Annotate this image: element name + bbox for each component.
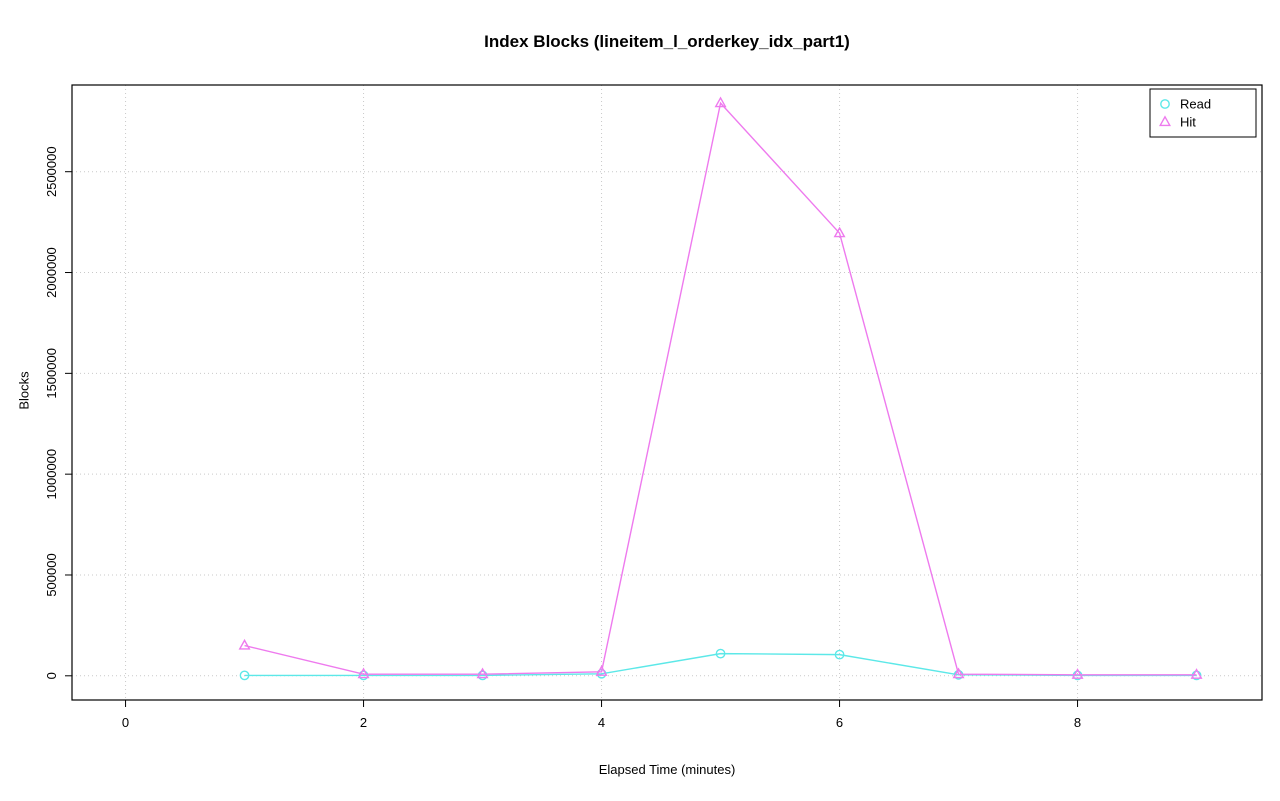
- legend: Read Hit: [1149, 88, 1257, 138]
- plot-box: [71, 84, 1263, 701]
- x-tick-label: 4: [598, 715, 605, 730]
- data-point: [595, 665, 608, 676]
- x-axis-label: Elapsed Time (minutes): [598, 762, 736, 777]
- data-point: [834, 649, 845, 660]
- legend-label: Read: [1180, 97, 1211, 112]
- data-point: [1071, 668, 1084, 679]
- x-tick-label: 0: [122, 715, 129, 730]
- legend-label: Hit: [1180, 115, 1196, 130]
- y-tick-label: 2000000: [44, 247, 59, 298]
- y-axis-ticks: 0 500000 1000000 1500000 2000000 2500000: [44, 146, 72, 679]
- gridlines: [72, 85, 1262, 700]
- data-point: [1190, 668, 1203, 679]
- data-point: [357, 667, 370, 679]
- y-tick-label: 2500000: [44, 146, 59, 197]
- y-tick-label: 0: [44, 672, 59, 679]
- series-hit: [238, 96, 1203, 679]
- data-point: [1160, 99, 1170, 109]
- x-axis-ticks: 0 2 4 6 8: [122, 700, 1081, 730]
- x-tick-label: 6: [836, 715, 843, 730]
- x-tick-label: 2: [360, 715, 367, 730]
- y-tick-label: 500000: [44, 553, 59, 596]
- data-point: [952, 667, 965, 679]
- chart-title: Index Blocks (lineitem_l_orderkey_idx_pa…: [484, 32, 850, 51]
- data-point: [833, 226, 846, 238]
- x-tick-label: 8: [1074, 715, 1081, 730]
- y-tick-label: 1000000: [44, 449, 59, 500]
- data-point: [715, 648, 726, 659]
- data-point: [714, 96, 727, 108]
- data-point: [239, 670, 250, 681]
- data-point: [476, 667, 489, 679]
- series-line: [244, 101, 1197, 676]
- data-point: [1159, 115, 1171, 127]
- legend-box: [1149, 88, 1257, 138]
- y-tick-label: 1500000: [44, 348, 59, 399]
- series-line: [244, 652, 1197, 677]
- y-axis-label: Blocks: [16, 371, 32, 410]
- data-point: [238, 638, 251, 650]
